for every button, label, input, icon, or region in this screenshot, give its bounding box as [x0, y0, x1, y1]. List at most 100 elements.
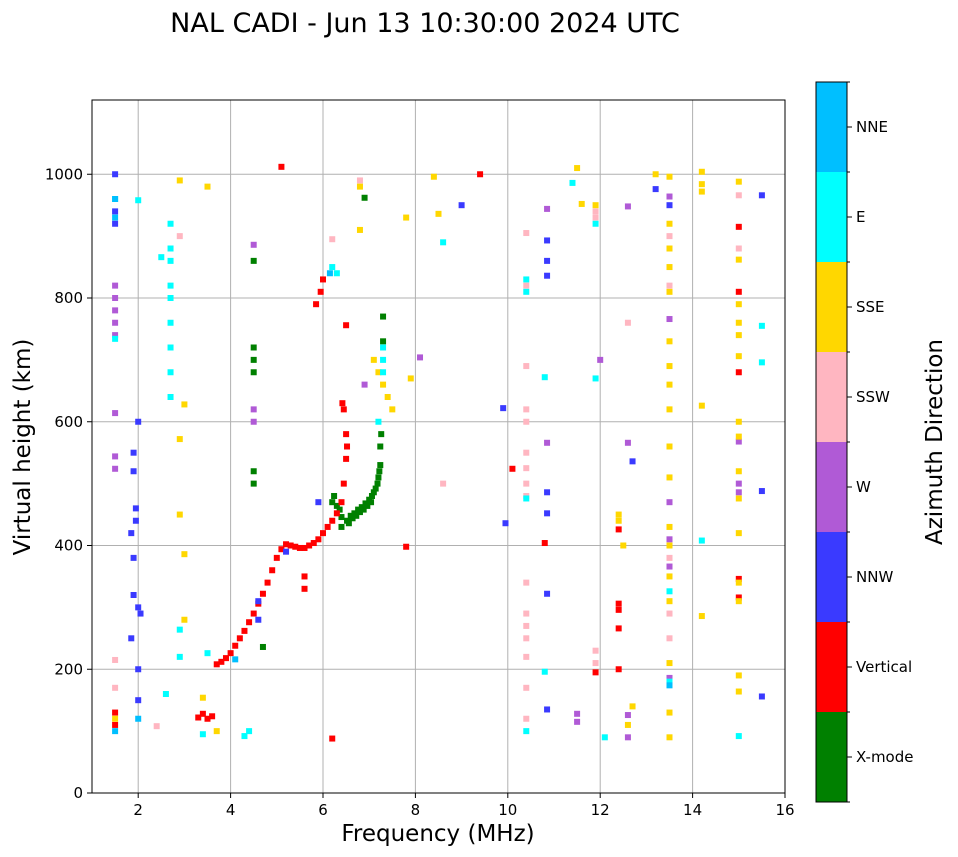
data-point — [666, 542, 673, 549]
colorbar-title: Azimuth Direction — [922, 339, 948, 545]
data-point — [377, 443, 384, 450]
data-point — [735, 672, 742, 679]
data-point — [666, 202, 673, 209]
data-point — [735, 223, 742, 230]
data-point — [112, 410, 119, 417]
data-point — [666, 264, 673, 271]
data-point — [176, 626, 183, 633]
data-point — [523, 282, 530, 289]
data-point — [615, 526, 622, 533]
colorbar-frame — [815, 81, 848, 803]
data-point — [130, 554, 137, 561]
data-point — [544, 706, 551, 713]
data-point — [666, 406, 673, 413]
data-point — [128, 635, 135, 642]
data-point — [666, 709, 673, 716]
data-point — [592, 202, 599, 209]
series-ssw — [112, 177, 742, 730]
data-point — [666, 563, 673, 570]
data-point — [320, 530, 326, 537]
data-point — [615, 511, 622, 518]
data-point — [435, 210, 442, 217]
data-point — [523, 610, 530, 617]
colorbar-segment-nne — [816, 82, 847, 172]
colorbar-label: E — [856, 208, 865, 226]
data-point — [574, 710, 581, 717]
y-tick-label: 200 — [54, 660, 83, 678]
data-point — [666, 598, 673, 605]
data-point — [264, 579, 271, 586]
data-point — [204, 715, 211, 722]
data-point — [167, 369, 174, 376]
data-point — [624, 734, 631, 741]
y-tick-label: 800 — [54, 289, 83, 307]
data-point — [509, 465, 516, 472]
colorbar-label: SSW — [856, 388, 890, 406]
data-point — [666, 573, 673, 580]
data-point — [306, 542, 313, 549]
data-point — [199, 694, 206, 701]
data-point — [544, 590, 551, 597]
data-point — [176, 511, 183, 518]
data-point — [162, 691, 169, 697]
series-nne — [112, 196, 673, 735]
colorbar-segment-vertical — [816, 622, 847, 712]
data-point — [112, 335, 119, 342]
data-point — [349, 515, 356, 522]
data-point — [112, 319, 119, 326]
data-point — [135, 418, 142, 425]
data-point — [735, 178, 742, 185]
data-point — [296, 544, 303, 551]
data-point — [246, 619, 253, 626]
data-point — [544, 489, 551, 496]
data-point — [652, 186, 659, 193]
data-point — [356, 177, 363, 184]
data-point — [666, 474, 673, 481]
data-point — [698, 168, 705, 175]
data-point — [376, 468, 383, 475]
data-point — [250, 356, 257, 363]
data-point — [624, 203, 631, 210]
data-point — [167, 344, 174, 351]
data-point — [361, 194, 368, 201]
data-point — [343, 455, 350, 462]
data-point — [259, 643, 266, 650]
data-point — [666, 682, 673, 689]
data-point — [112, 332, 119, 339]
data-point — [500, 405, 507, 412]
data-point — [246, 728, 253, 735]
data-point — [698, 402, 705, 409]
y-axis-ticks: 0 200 400 600 800 1000 — [45, 165, 92, 802]
data-point — [112, 171, 119, 178]
data-point — [666, 288, 673, 295]
data-point — [624, 319, 631, 326]
data-point — [698, 181, 705, 188]
data-point — [167, 220, 174, 227]
data-point — [666, 173, 673, 180]
data-point — [384, 394, 391, 400]
data-point — [615, 600, 622, 607]
data-point — [241, 627, 248, 634]
data-point — [523, 715, 530, 722]
data-point — [340, 406, 347, 413]
data-point — [181, 616, 188, 623]
data-point — [380, 344, 387, 351]
data-point — [735, 319, 742, 326]
data-point — [574, 718, 581, 725]
data-point — [222, 655, 229, 662]
data-point — [592, 220, 599, 227]
data-point — [601, 734, 608, 741]
data-point — [592, 647, 599, 654]
data-point — [523, 653, 530, 660]
y-tick-label: 0 — [73, 784, 83, 802]
data-point — [578, 200, 585, 207]
data-point — [292, 543, 299, 550]
colorbar-segment-sse — [816, 262, 847, 352]
data-point — [112, 684, 119, 691]
data-point — [735, 480, 742, 487]
data-point — [375, 369, 382, 376]
data-point — [380, 338, 387, 345]
data-point — [698, 188, 705, 195]
data-point — [666, 245, 673, 252]
data-point — [130, 592, 137, 598]
